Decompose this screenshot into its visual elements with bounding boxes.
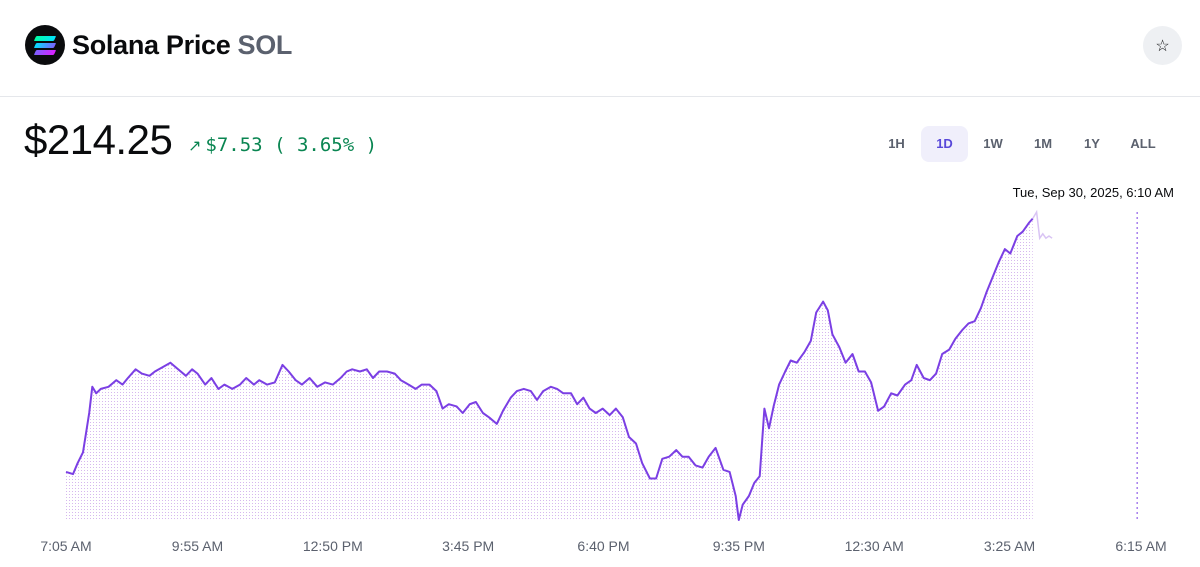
x-tick-label: 3:45 PM	[442, 538, 494, 554]
hover-timestamp: Tue, Sep 30, 2025, 6:10 AM	[1012, 185, 1174, 200]
x-tick-label: 9:35 PM	[713, 538, 765, 554]
page-header: Solana Price SOL ☆	[0, 0, 1200, 97]
x-tick-label: 7:05 AM	[40, 538, 91, 554]
x-tick-label: 3:25 AM	[984, 538, 1035, 554]
timeframe-tabs: 1H 1D 1W 1M 1Y ALL	[872, 126, 1170, 162]
x-tick-label: 6:15 AM	[1115, 538, 1166, 554]
page-title: Solana Price SOL	[72, 28, 292, 62]
x-tick-label: 9:55 AM	[172, 538, 223, 554]
tab-1w[interactable]: 1W	[983, 136, 1003, 151]
tab-all[interactable]: ALL	[1130, 136, 1156, 151]
price-change: ↗ $7.53 ( 3.65% )	[188, 133, 377, 158]
chart-future-line	[1032, 209, 1053, 241]
current-price: $214.25	[24, 116, 173, 163]
price-change-abs: $7.53	[205, 134, 263, 156]
solana-logo-icon	[25, 25, 65, 65]
x-tick-label: 6:40 PM	[577, 538, 629, 554]
tab-1y[interactable]: 1Y	[1084, 136, 1100, 151]
star-outline-icon: ☆	[1155, 37, 1170, 55]
chart-area-fill	[66, 218, 1033, 520]
x-tick-label: 12:30 AM	[845, 538, 904, 554]
x-tick-label: 12:50 PM	[303, 538, 363, 554]
price-chart[interactable]: 7:05 AM 9:55 AM 12:50 PM 3:45 PM 6:40 PM 9:35…	[0, 200, 1200, 567]
asset-name: Solana Price	[72, 30, 231, 60]
chart-price-line	[65, 217, 1034, 521]
tab-1h[interactable]: 1H	[888, 136, 905, 151]
tab-1d[interactable]: 1D	[921, 126, 968, 162]
tab-1m[interactable]: 1M	[1033, 136, 1053, 151]
asset-symbol: SOL	[237, 30, 293, 60]
arrow-up-right-icon: ↗	[188, 136, 202, 155]
price-change-pct: ( 3.65% )	[274, 134, 378, 156]
watchlist-star-button[interactable]: ☆	[1143, 26, 1182, 65]
